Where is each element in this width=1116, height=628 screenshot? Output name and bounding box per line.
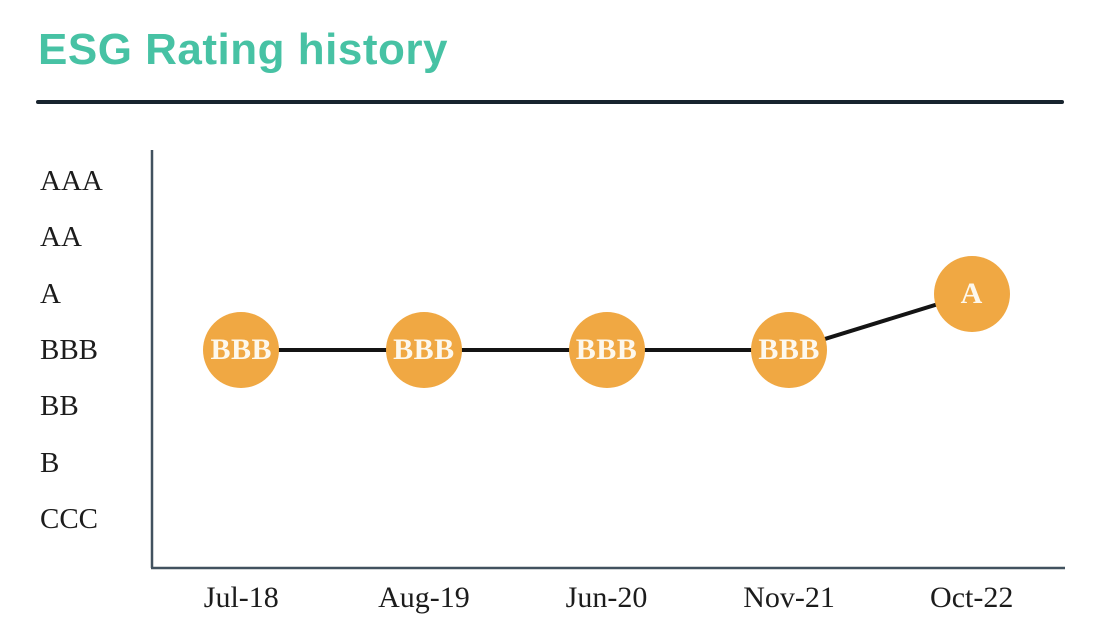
- y-axis-label: B: [40, 446, 60, 479]
- data-point: A: [933, 255, 1010, 332]
- x-axis-label: Nov-21: [743, 581, 835, 614]
- y-axis-label: BBB: [40, 333, 99, 366]
- x-axis-label: Jul-18: [203, 581, 279, 614]
- title-divider: [36, 100, 1064, 104]
- x-axis-label: Aug-19: [378, 581, 470, 614]
- data-point: BBB: [203, 311, 280, 388]
- x-axis-label: Jun-20: [565, 581, 648, 614]
- y-axis-label: CCC: [40, 502, 99, 535]
- y-axis-label: A: [40, 277, 61, 310]
- data-point: BBB: [751, 311, 828, 388]
- page-title: ESG Rating history: [38, 25, 448, 74]
- data-point: BBB: [568, 311, 645, 388]
- data-point: BBB: [385, 311, 462, 388]
- x-axis-label: Oct-22: [930, 581, 1014, 614]
- y-axis-label: AAA: [40, 165, 103, 197]
- y-axis-label: AA: [40, 221, 82, 254]
- y-axis-label: BB: [40, 390, 79, 423]
